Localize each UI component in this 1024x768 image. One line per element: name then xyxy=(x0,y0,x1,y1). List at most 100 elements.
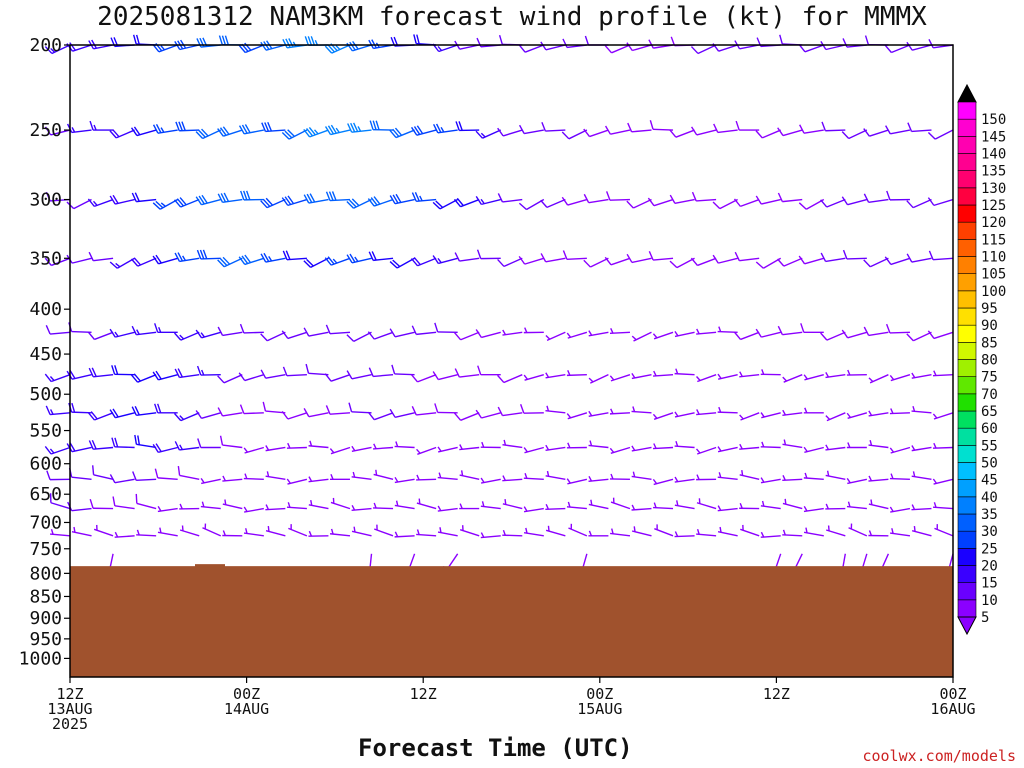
wind-barb xyxy=(760,477,781,484)
wind-barb xyxy=(568,523,588,537)
wind-barb xyxy=(609,473,630,480)
wind-barb xyxy=(477,365,501,376)
wind-barb xyxy=(545,444,566,451)
terrain-fill xyxy=(70,566,953,677)
colorbar-label: 145 xyxy=(981,129,1006,145)
wind-barb xyxy=(282,38,307,49)
terrain xyxy=(70,564,953,677)
wind-barb xyxy=(588,374,609,384)
wind-barb xyxy=(502,499,523,510)
wind-barb xyxy=(238,254,265,266)
wind-barb xyxy=(346,40,372,52)
wind-barb xyxy=(609,374,631,382)
colorbar-segment xyxy=(957,239,977,257)
wind-barb xyxy=(906,198,932,209)
x-tick-label: 00Z xyxy=(233,685,260,703)
wind-barb xyxy=(841,329,868,339)
y-tick-label: 700 xyxy=(29,512,62,533)
wind-barb xyxy=(222,499,243,510)
colorbar-segment xyxy=(957,445,977,463)
wind-barb xyxy=(89,498,114,510)
wind-barb xyxy=(325,191,351,202)
y-tick-label: 300 xyxy=(29,190,62,211)
wind-barb xyxy=(631,331,652,342)
wind-barb xyxy=(519,403,544,414)
wind-barb xyxy=(303,126,329,138)
wind-barb xyxy=(373,502,394,510)
wind-barb xyxy=(324,124,351,136)
wind-barb xyxy=(437,527,458,537)
wind-barb xyxy=(179,525,200,537)
wind-barb xyxy=(653,502,674,510)
wind-barb xyxy=(459,444,480,451)
wind-barb xyxy=(820,252,846,263)
colorbar-segment xyxy=(957,376,977,395)
wind-barb xyxy=(588,440,609,449)
x-tick-label: 00Z xyxy=(939,685,966,703)
wind-barb xyxy=(868,475,889,482)
wind-barb xyxy=(347,122,372,133)
colorbar-segment xyxy=(957,462,977,480)
wind-barb xyxy=(911,405,932,414)
colorbar-segment xyxy=(957,170,977,189)
wind-barb xyxy=(329,446,351,455)
wind-barb xyxy=(174,412,200,422)
wind-barb xyxy=(174,252,200,263)
wind-barb xyxy=(346,370,372,380)
wind-barb xyxy=(502,439,523,449)
wind-barb xyxy=(261,121,286,133)
wind-barb xyxy=(653,370,674,377)
colorbar-label: 60 xyxy=(981,421,998,437)
wind-barb xyxy=(518,255,545,265)
wind-barb xyxy=(841,196,868,206)
wind-barb xyxy=(480,441,501,449)
x-tick-label: 12Z xyxy=(410,685,437,703)
wind-barb xyxy=(432,255,458,265)
credit-link[interactable]: coolwx.com/models xyxy=(862,747,1016,765)
wind-barb xyxy=(240,190,264,201)
wind-barb xyxy=(260,197,286,209)
colorbar-label: 5 xyxy=(981,610,989,626)
wind-barb xyxy=(49,493,71,510)
colorbar-label: 85 xyxy=(981,335,998,351)
wind-barb xyxy=(475,409,501,419)
colorbar-segment xyxy=(957,324,977,343)
colorbar-label: 130 xyxy=(981,181,1006,197)
wind-barb xyxy=(130,126,157,137)
wind-barb xyxy=(175,121,200,132)
wind-barb xyxy=(566,331,588,339)
wind-barb xyxy=(713,123,738,134)
colorbar-segment xyxy=(957,342,977,360)
wind-barb xyxy=(152,123,178,134)
wind-barb xyxy=(480,477,501,484)
colorbar-label: 20 xyxy=(981,559,998,575)
wind-barb xyxy=(712,198,738,210)
wind-barb xyxy=(373,443,394,450)
wind-barb xyxy=(674,500,695,510)
wind-barb xyxy=(410,374,437,383)
wind-barb xyxy=(195,329,221,339)
wind-barb xyxy=(561,196,588,206)
wind-barb xyxy=(330,497,351,510)
wind-barb xyxy=(88,439,114,450)
wind-barb xyxy=(455,121,480,132)
wind-barb xyxy=(66,370,92,380)
wind-barb xyxy=(265,445,286,452)
wind-barb xyxy=(541,122,566,132)
wind-barb xyxy=(238,42,265,54)
wind-barb xyxy=(305,363,329,376)
wind-barb xyxy=(739,443,760,450)
colorbar-segment xyxy=(957,393,977,412)
colorbar-segment xyxy=(957,496,977,515)
wind-barb xyxy=(367,411,394,421)
wind-barb xyxy=(523,473,544,480)
wind-barb xyxy=(631,526,652,537)
wind-barb xyxy=(932,442,954,449)
wind-barb xyxy=(562,250,587,261)
wind-barb xyxy=(217,126,243,137)
wind-barb xyxy=(846,501,867,510)
wind-barb xyxy=(733,198,760,208)
wind-barb xyxy=(324,373,351,382)
wind-barb xyxy=(760,531,781,538)
colorbar-label: 125 xyxy=(981,198,1006,214)
